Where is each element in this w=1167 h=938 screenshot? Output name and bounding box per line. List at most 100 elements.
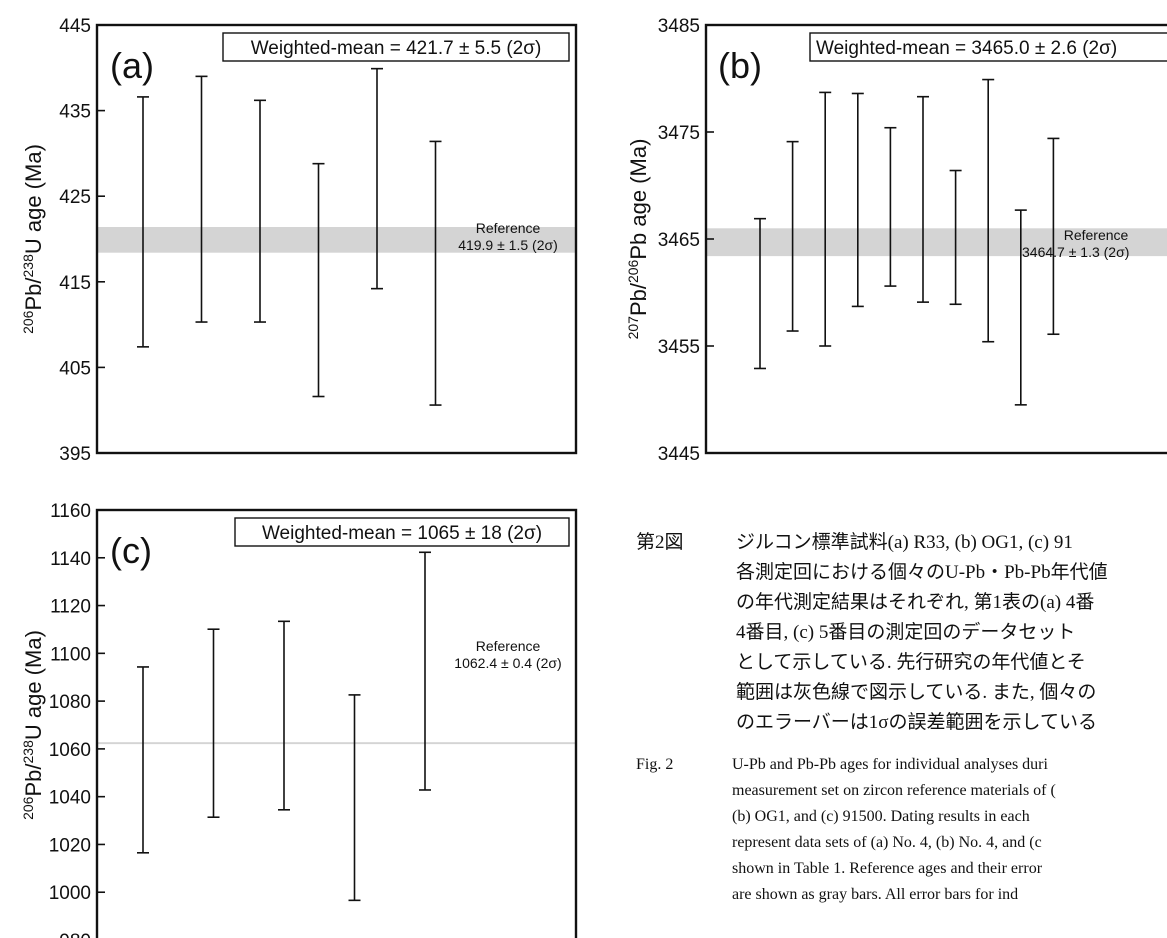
- error-bar: [312, 162, 325, 398]
- error-bar: [419, 551, 431, 791]
- caption-en-row-4: represent data sets of (a) No. 4, (b) No…: [636, 830, 1167, 856]
- y-tick-label: 425: [59, 187, 91, 208]
- y-label-sup1-c: 206: [20, 796, 36, 820]
- y-tick-label: 1140: [50, 549, 91, 570]
- caption-jp-line: 各測定回における個々のU-Pb・Pb-Pb年代値: [736, 562, 1108, 583]
- caption-jp-row-5: として示している. 先行研究の年代値とそ: [636, 648, 1167, 678]
- reference-band-b: [706, 228, 1167, 257]
- caption-jp-line: のエラーバーは1σの誤差範囲を示している: [736, 712, 1097, 733]
- caption-jp-row-6: 範囲は灰色線で図示している. また, 個々の: [636, 678, 1167, 708]
- weighted-mean-box-a: [222, 32, 570, 62]
- caption-jp-line: ジルコン標準試料(a) R33, (b) OG1, (c) 91: [736, 532, 1073, 553]
- caption-en-row-3: (b) OG1, and (c) 91500. Dating results i…: [636, 804, 1167, 830]
- error-bar: [207, 628, 220, 819]
- y-label-sup3-c: 238: [20, 740, 36, 764]
- caption-en-row-5: shown in Table 1. Reference ages and the…: [636, 856, 1167, 882]
- panel-a: 395 405 415 425 435 445 (a) Weighted-mean = 4…: [20, 16, 578, 465]
- caption-en-line: (b) OG1, and (c) 91500. Dating results i…: [732, 808, 1030, 825]
- error-bar: [254, 99, 266, 323]
- weighted-mean-box-c: [234, 517, 570, 547]
- plot-frame-a: [95, 23, 578, 455]
- reference-band-c: [97, 742, 576, 745]
- caption-english: Fig. 2 U-Pb and Pb-Pb ages for individua…: [636, 752, 1167, 908]
- error-bar: [884, 126, 897, 287]
- weighted-mean-a: Weighted-mean = 421.7 ± 5.5 (2σ): [251, 38, 542, 59]
- caption-en-line: measurement set on zircon reference mate…: [732, 782, 1056, 799]
- y-tick-label: 1040: [49, 788, 91, 809]
- error-bar: [195, 75, 208, 323]
- error-bars-b: [754, 78, 1060, 406]
- y-label-sup1-a: 206: [20, 310, 36, 334]
- error-bar: [819, 91, 832, 347]
- y-tick-label: 3465: [658, 230, 700, 251]
- y-tick-label: 1120: [50, 597, 91, 618]
- reference-value-b: 3464.7 ± 1.3 (2σ): [1022, 244, 1129, 260]
- reference-band-c: [97, 742, 576, 745]
- y-label-part2-b: Pb/: [626, 282, 651, 316]
- caption-jp-line: の年代測定結果はそれぞれ, 第1表の(a) 4番: [736, 592, 1095, 613]
- y-tick-label: 3455: [658, 337, 700, 358]
- panel-c: 980100010201040106010801100112011401160 …: [20, 501, 578, 938]
- error-bar: [851, 92, 864, 308]
- caption-japanese: 第2図 ジルコン標準試料(a) R33, (b) OG1, (c) 91 各測定…: [636, 528, 1167, 738]
- caption-jp-row-1: 第2図 ジルコン標準試料(a) R33, (b) OG1, (c) 91: [636, 528, 1167, 558]
- y-tick-label: 1000: [49, 883, 91, 904]
- error-bar: [949, 169, 962, 306]
- reference-band-a: [97, 227, 576, 253]
- y-tick-label: 3475: [658, 123, 700, 144]
- caption-en-row-6: are shown as gray bars. All error bars f…: [636, 882, 1167, 908]
- reference-title-b: Reference: [1064, 227, 1129, 243]
- y-tick-label: 980: [59, 931, 91, 938]
- error-bar: [348, 694, 361, 902]
- y-tick-label: 435: [59, 102, 91, 123]
- caption-en-line: represent data sets of (a) No. 4, (b) No…: [732, 834, 1042, 851]
- y-axis-label-c: 206Pb/238U age (Ma): [20, 630, 46, 820]
- caption-en-line: are shown as gray bars. All error bars f…: [732, 886, 1019, 903]
- caption-jp-number: 第2図: [636, 532, 684, 553]
- y-label-part2-c: Pb/: [21, 763, 46, 797]
- caption-jp-row-7: のエラーバーは1σの誤差範囲を示している: [636, 708, 1167, 738]
- reference-value-a: 419.9 ± 1.5 (2σ): [458, 237, 558, 253]
- error-bar: [1047, 137, 1060, 336]
- error-bar: [982, 78, 995, 343]
- y-tick-label: 3485: [658, 16, 700, 37]
- error-bar: [786, 140, 799, 332]
- weighted-mean-b: Weighted-mean = 3465.0 ± 2.6 (2σ): [816, 38, 1117, 59]
- plot-frame-c: [95, 508, 578, 938]
- error-bars-c: [137, 551, 431, 902]
- reference-title-c: Reference: [476, 638, 541, 654]
- y-tick-label: 415: [59, 273, 91, 294]
- reference-band-a: [97, 227, 576, 253]
- caption-en-number: Fig. 2: [636, 756, 674, 773]
- y-ticks-a: 395 405 415 425 435 445: [59, 16, 105, 465]
- y-tick-label: 1160: [50, 501, 91, 522]
- error-bar: [371, 67, 383, 290]
- caption-jp-line: 4番目, (c) 5番目の測定回のデータセット: [736, 622, 1076, 643]
- y-axis-label-a: 206Pb/238U age (Ma): [20, 144, 46, 334]
- caption-en-line: shown in Table 1. Reference ages and the…: [732, 860, 1043, 877]
- y-tick-label: 3445: [658, 444, 700, 465]
- y-tick-label: 395: [59, 444, 91, 465]
- y-axis-label-b: 207Pb/206Pb age (Ma): [625, 139, 651, 340]
- y-label-part4-b: Pb age (Ma): [626, 139, 651, 260]
- reference-value-c: 1062.4 ± 0.4 (2σ): [454, 655, 561, 671]
- panel-label-b: (b): [718, 45, 762, 86]
- panel-label-c: (c): [110, 530, 152, 571]
- reference-title-a: Reference: [476, 220, 541, 236]
- y-label-part4-c: U age (Ma): [21, 630, 46, 740]
- y-tick-label: 405: [59, 358, 91, 379]
- caption-jp-row-3: の年代測定結果はそれぞれ, 第1表の(a) 4番: [636, 588, 1167, 618]
- y-label-sup3-a: 238: [20, 254, 36, 278]
- panel-label-a: (a): [110, 45, 154, 86]
- y-ticks-b: 3445 3455 3465 3475 3485: [658, 16, 714, 465]
- error-bar: [917, 95, 929, 303]
- y-tick-label: 1100: [50, 644, 91, 665]
- error-bar: [1014, 209, 1027, 406]
- y-tick-label: 1060: [49, 740, 91, 761]
- error-bar: [137, 666, 149, 854]
- y-tick-label: 1080: [49, 692, 91, 713]
- y-tick-label: 1020: [49, 835, 91, 856]
- caption-en-row-2: measurement set on zircon reference mate…: [636, 778, 1167, 804]
- reference-band-b: [706, 228, 1167, 257]
